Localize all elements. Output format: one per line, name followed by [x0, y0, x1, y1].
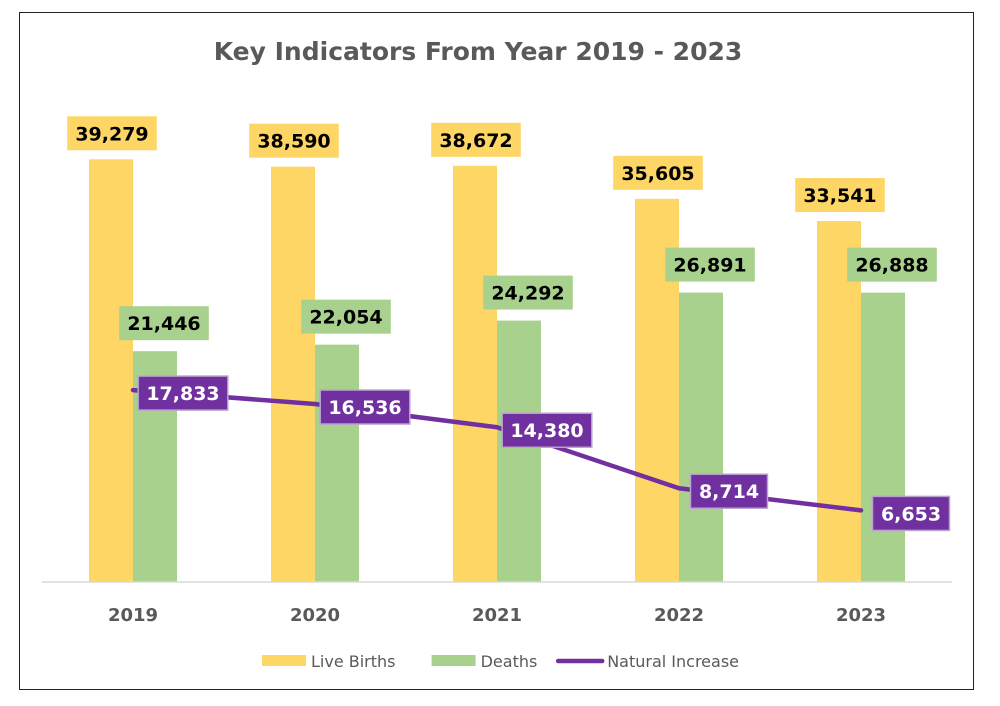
label-deaths-2021-box: [483, 275, 573, 310]
legend-item-natural-increase: Natural Increase: [555, 652, 739, 671]
bar-data-labels: 39,279 21,446 38,590 22,054 38,672 24,292 35,6…: [67, 116, 937, 341]
x-tick-2019: 2019: [108, 605, 158, 626]
label-deaths-2021-text: 24,292: [491, 283, 564, 305]
point-natural-increase-2019: [131, 388, 135, 393]
x-tick-2021: 2021: [472, 605, 522, 626]
legend-label: Live Births: [311, 652, 396, 671]
label-deaths-2022: 26,891: [665, 247, 755, 282]
point-natural-increase-2022: [677, 486, 681, 491]
label-live-births-2022-text: 35,605: [621, 163, 694, 185]
bar-deaths-2020: [315, 344, 359, 582]
label-natural-increase-2021-box: [501, 412, 593, 448]
legend-item-live-births: Live Births: [262, 652, 396, 671]
legend-label: Deaths: [481, 652, 538, 671]
label-deaths-2022-box: [665, 247, 755, 282]
bar-deaths-2023: [861, 292, 905, 582]
label-natural-increase-2022-box: [689, 473, 769, 509]
combo-chart: Key Indicators From Year 2019 - 2023 201…: [42, 37, 952, 671]
x-tick-labels: 2019 2020 2021 2022 2023: [108, 605, 886, 626]
chart-frame: Key Indicators From Year 2019 - 2023 201…: [19, 12, 974, 690]
bar-deaths-2021: [497, 320, 541, 582]
label-live-births-2023-box: [795, 178, 885, 213]
label-natural-increase-2020: 16,536: [319, 389, 411, 425]
label-deaths-2020-text: 22,054: [309, 307, 382, 329]
label-natural-increase-2020-box: [319, 389, 411, 425]
bar-live-births-2020: [271, 166, 315, 582]
label-deaths-2019-box: [119, 306, 209, 341]
chart-title: Key Indicators From Year 2019 - 2023: [214, 37, 743, 66]
label-live-births-2019-text: 39,279: [75, 123, 148, 145]
bar-deaths-2022: [679, 292, 723, 582]
legend-swatch: [431, 655, 476, 666]
label-natural-increase-2019-box: [137, 375, 229, 411]
label-live-births-2021-text: 38,672: [439, 130, 512, 152]
label-live-births-2020-box: [249, 123, 339, 158]
label-live-births-2023-text: 33,541: [803, 185, 876, 207]
label-deaths-2019: 21,446: [119, 306, 209, 341]
label-live-births-2023: 33,541: [795, 178, 885, 213]
label-live-births-2019-box: [67, 116, 157, 151]
legend-swatch: [262, 655, 306, 666]
point-natural-increase-2021: [495, 425, 499, 430]
label-deaths-2020: 22,054: [301, 299, 391, 334]
label-natural-increase-2020-text: 16,536: [328, 397, 401, 419]
label-natural-increase-2023: 6,653: [871, 495, 951, 532]
bars-layer: [89, 159, 905, 582]
x-tick-2020: 2020: [290, 605, 340, 626]
label-deaths-2023-box: [847, 247, 937, 282]
label-natural-increase-2023-text: 6,653: [881, 503, 941, 525]
label-live-births-2021-box: [431, 122, 521, 157]
label-deaths-2023: 26,888: [847, 247, 937, 282]
x-tick-2022: 2022: [654, 605, 704, 626]
point-natural-increase-2023: [859, 508, 863, 513]
label-deaths-2021: 24,292: [483, 275, 573, 310]
label-natural-increase-2023-box: [871, 495, 951, 532]
label-natural-increase-2022-text: 8,714: [699, 481, 759, 503]
label-deaths-2020-box: [301, 299, 391, 334]
label-live-births-2020: 38,590: [249, 123, 339, 158]
label-natural-increase-2019-text: 17,833: [146, 383, 219, 405]
label-natural-increase-2019: 17,833: [137, 375, 229, 411]
label-natural-increase-2021-text: 14,380: [510, 420, 583, 442]
label-live-births-2020-text: 38,590: [257, 131, 330, 153]
x-tick-2023: 2023: [836, 605, 886, 626]
label-live-births-2021: 38,672: [431, 122, 521, 157]
line-layer: 17,833 16,536 14,380 8,714 6,653: [130, 375, 951, 532]
label-live-births-2022: 35,605: [613, 155, 703, 190]
label-natural-increase-2021: 14,380: [501, 412, 593, 448]
bar-live-births-2019: [89, 159, 133, 582]
label-deaths-2023-text: 26,888: [855, 255, 928, 277]
label-live-births-2019: 39,279: [67, 116, 157, 151]
legend: Live Births Deaths Natural Increase: [262, 652, 739, 671]
label-deaths-2019-text: 21,446: [127, 313, 200, 335]
label-natural-increase-2022: 8,714: [689, 473, 769, 509]
legend-item-deaths: Deaths: [431, 652, 538, 671]
bar-live-births-2021: [453, 165, 497, 582]
label-live-births-2022-box: [613, 155, 703, 190]
point-natural-increase-2020: [313, 402, 317, 407]
label-deaths-2022-text: 26,891: [673, 255, 746, 277]
legend-label: Natural Increase: [607, 652, 739, 671]
